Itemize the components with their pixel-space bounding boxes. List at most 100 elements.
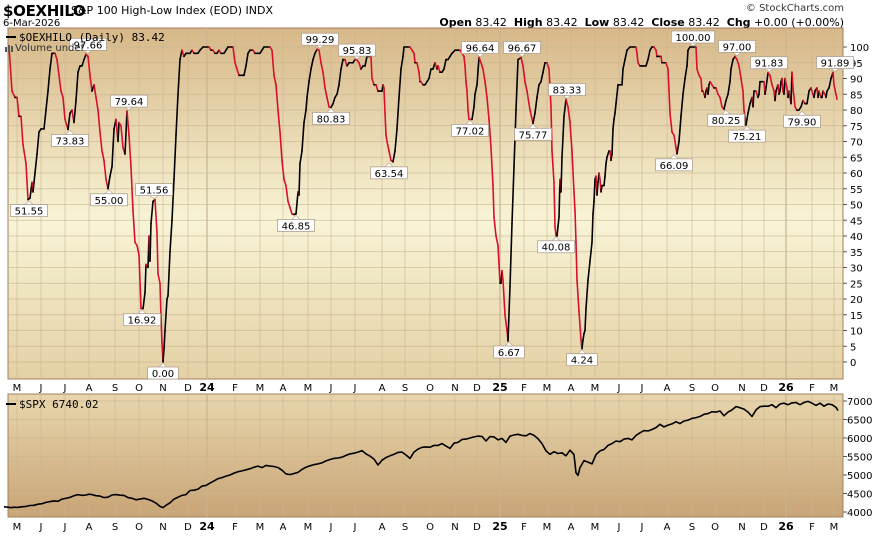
svg-text:16.92: 16.92 <box>128 316 157 327</box>
x-tick-label: J <box>329 522 333 533</box>
x-tick-label: A <box>379 383 386 394</box>
x-tick-label: S <box>402 383 408 394</box>
svg-text:100.00: 100.00 <box>676 33 711 44</box>
x-tick-label: D <box>184 383 192 394</box>
svg-text:Volume undef: Volume undef <box>15 43 85 54</box>
value-annotation: 79.64 <box>110 94 148 111</box>
x-tick-label: S <box>112 383 118 394</box>
x-tick-label: O <box>711 383 719 394</box>
hilo-panel: 0 5 10 15 20 25 30 35 40 45 50 55 60 65 70 75 80 85 90 95 10… <box>5 27 869 380</box>
x-tick-label: A <box>664 522 671 533</box>
value-annotation: 73.83 <box>51 130 89 147</box>
x-tick-label: A <box>664 383 671 394</box>
value-annotation: 91.89 <box>816 56 854 72</box>
x-tick-label: F <box>809 522 815 533</box>
y-tick-label: 4500 <box>847 490 872 501</box>
x-tick-label: J <box>63 383 67 394</box>
y-tick-label: 6000 <box>847 434 872 445</box>
svg-text:51.55: 51.55 <box>15 207 44 218</box>
chg-value: +0.00 (+0.00%) <box>754 16 844 29</box>
value-annotation: 55.00 <box>90 189 128 207</box>
spx-line <box>3 400 839 509</box>
value-annotation: 46.85 <box>277 214 315 232</box>
y-tick-label: 4000 <box>847 508 872 519</box>
y-tick-label: 95 <box>850 59 863 70</box>
value-annotation: 0.00 <box>147 362 179 380</box>
open-value: 83.42 <box>475 16 507 29</box>
x-tick-label: D <box>473 383 481 394</box>
svg-text:6.67: 6.67 <box>498 348 520 359</box>
svg-text:0.00: 0.00 <box>152 369 174 380</box>
spx-date-axis: M J J A S O N D 24 F M A M J J A S O N D 25 F M A M J J A S O N D 26 F M <box>13 520 839 533</box>
value-annotation: 97.66 <box>69 37 107 54</box>
x-tick-label: J <box>640 522 644 533</box>
value-annotation: 91.83 <box>750 56 788 73</box>
svg-text:73.83: 73.83 <box>56 136 85 147</box>
value-annotation: 100.00 <box>671 30 716 47</box>
x-tick-label: N <box>738 522 745 533</box>
y-tick-label: 7000 <box>847 397 872 408</box>
low-label: Low <box>584 16 610 29</box>
value-annotation: 4.24 <box>566 349 598 367</box>
x-tick-label: J <box>353 522 357 533</box>
svg-text:$SPX 6740.02: $SPX 6740.02 <box>19 398 98 411</box>
x-tick-label: 26 <box>778 520 794 533</box>
symbol-description: S&P 100 High-Low Index (EOD) INDX <box>71 4 274 17</box>
svg-text:55.00: 55.00 <box>95 196 124 207</box>
value-annotation: 97.00 <box>718 40 756 56</box>
x-tick-label: 25 <box>492 520 507 533</box>
x-tick-label: F <box>232 383 238 394</box>
x-tick-label: O <box>426 522 434 533</box>
x-tick-label: S <box>402 522 408 533</box>
svg-text:51.56: 51.56 <box>140 186 169 197</box>
y-tick-label: 6500 <box>847 416 872 427</box>
x-tick-label: 24 <box>199 381 215 394</box>
svg-text:75.77: 75.77 <box>519 130 548 141</box>
close-label: Close <box>651 16 685 29</box>
x-tick-label: F <box>521 522 527 533</box>
x-tick-label: O <box>135 383 143 394</box>
svg-text:4.24: 4.24 <box>571 356 593 367</box>
value-annotation: 80.25 <box>707 109 745 127</box>
x-tick-label: O <box>135 522 143 533</box>
value-annotation: 16.92 <box>123 309 161 327</box>
close-value: 83.42 <box>688 16 720 29</box>
value-annotation: 96.67 <box>503 41 541 57</box>
x-tick-label: N <box>451 522 458 533</box>
symbol-title: $OEXHILO <box>3 2 86 20</box>
x-tick-label: M <box>543 522 552 533</box>
y-tick-label: 50 <box>850 201 863 212</box>
x-tick-label: D <box>760 522 768 533</box>
x-tick-label: A <box>568 522 575 533</box>
x-tick-label: A <box>280 522 287 533</box>
y-tick-label: 65 <box>850 153 863 164</box>
x-tick-label: O <box>426 383 434 394</box>
x-tick-label: J <box>39 383 43 394</box>
y-tick-label: 0 <box>850 358 856 369</box>
hilo-date-axis: M J J A S O N D 24 F M A M J J A S O N D 25 F M A M J J A S O N D 26 F M <box>13 381 839 394</box>
copyright-link[interactable]: © StockCharts.com <box>745 3 844 14</box>
spx-panel: 4000 4500 5000 5500 6000 6500 7000 $SPX 6740.02 <box>3 393 872 519</box>
svg-text:97.00: 97.00 <box>723 42 752 53</box>
svg-text:99.29: 99.29 <box>306 35 335 46</box>
value-annotation: 96.64 <box>461 41 499 57</box>
y-tick-label: 100 <box>850 43 869 54</box>
x-tick-label: M <box>591 522 600 533</box>
x-tick-label: M <box>830 522 839 533</box>
x-tick-label: A <box>86 383 93 394</box>
y-tick-label: 60 <box>850 169 863 180</box>
y-tick-label: 15 <box>850 311 863 322</box>
x-tick-label: A <box>280 383 287 394</box>
x-tick-label: D <box>473 522 481 533</box>
x-tick-label: S <box>112 522 118 533</box>
svg-text:63.54: 63.54 <box>375 169 404 180</box>
x-tick-label: A <box>568 383 575 394</box>
svg-text:83.33: 83.33 <box>553 86 582 97</box>
y-tick-label: 55 <box>850 185 863 196</box>
svg-text:77.02: 77.02 <box>456 126 485 137</box>
svg-text:$OEXHILO (Daily) 83.42: $OEXHILO (Daily) 83.42 <box>19 31 165 44</box>
y-tick-label: 45 <box>850 216 863 227</box>
x-tick-label: N <box>451 383 458 394</box>
value-annotation: 77.02 <box>451 119 489 137</box>
